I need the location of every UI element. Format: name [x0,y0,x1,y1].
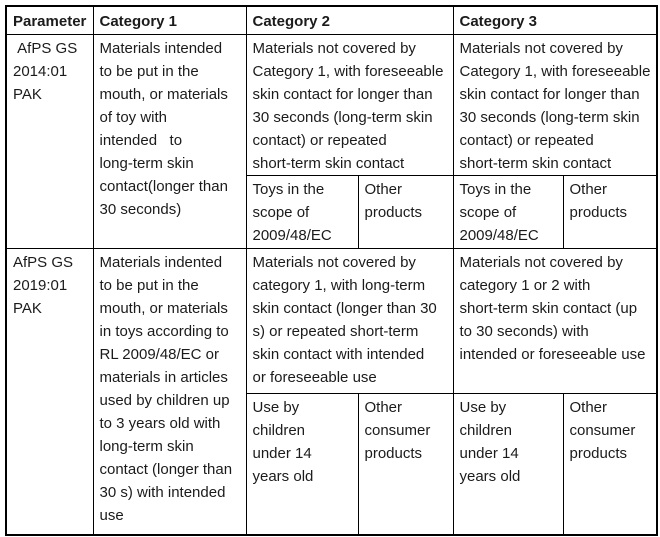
category3-other-products-cell-2014: Other products [562,174,658,249]
category1-cell-2019: Materials indented to be put in the mout… [92,247,247,536]
header-category-2: Category 2 [245,5,454,35]
category3-description-cell-2019: Materials not covered by category 1 or 2… [452,247,658,394]
header-parameter: Parameter [5,5,94,35]
category3-children-use-cell-2019: Use by children under 14 years old [452,392,564,536]
category2-other-products-cell-2014: Other products [357,174,454,249]
afps-gs-pak-categories-table: Parameter Category 1 Category 2 Category… [5,5,658,536]
table-header-row: Parameter Category 1 Category 2 Category… [5,5,658,35]
category3-description-cell-2014: Materials not covered by Category 1, wit… [452,33,658,176]
category2-description-cell-2014: Materials not covered by Category 1, wit… [245,33,454,176]
category1-cell-2014: Materials intended to be put in the mout… [92,33,247,249]
category3-other-consumer-cell-2019: Other consumer products [562,392,658,536]
header-category-3: Category 3 [452,5,658,35]
category2-toys-scope-cell-2014: Toys in the scope of 2009/48/EC [245,174,359,249]
category2-other-consumer-cell-2019: Other consumer products [357,392,454,536]
header-category-1: Category 1 [92,5,247,35]
parameter-cell-afps-2019: AfPS GS 2019:01 PAK [5,247,94,536]
category3-toys-scope-cell-2014: Toys in the scope of 2009/48/EC [452,174,564,249]
category2-description-cell-2019: Materials not covered by category 1, wit… [245,247,454,394]
table-row-2019-description: AfPS GS 2019:01 PAK Materials indented t… [5,247,658,536]
parameter-cell-afps-2014: AfPS GS 2014:01 PAK [5,33,94,249]
table-row-2019-subcells: Use by children under 14 years old Other… [6,392,658,536]
table-row-2014-description: AfPS GS 2014:01 PAK Materials intended t… [5,33,658,249]
category2-children-use-cell-2019: Use by children under 14 years old [245,392,359,536]
